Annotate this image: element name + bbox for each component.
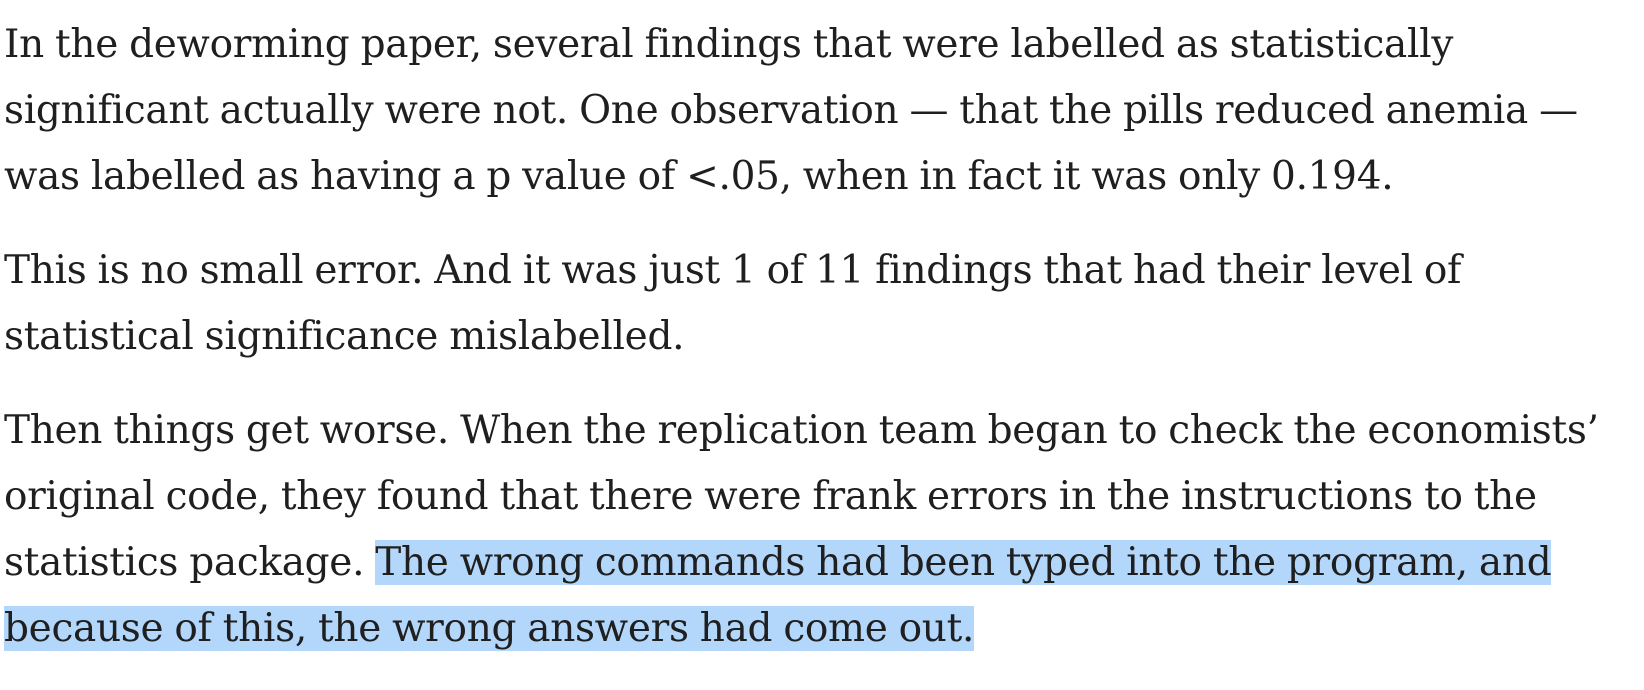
text-selection-highlight[interactable]: The wrong commands had been typed into t… [375,540,1552,585]
paragraph-1-line-2: significant actually were not. One obser… [4,88,1578,133]
paragraph-1-line-3: was labelled as having a p value of <.05… [4,154,1394,199]
paragraph-2-line-1: This is no small error. And it was just … [4,248,1462,293]
paragraph-3-line-1: Then things get worse. When the replicat… [4,408,1599,453]
text-selection-highlight-continued[interactable]: because of this, the wrong answers had c… [4,606,975,651]
paragraph-3-line-3-text: statistics package. [4,540,376,585]
paragraph-1: In the deworming paper, several findings… [4,12,1640,210]
article-body: In the deworming paper, several findings… [4,12,1640,690]
paragraph-2-line-2: statistical significance mislabelled. [4,314,685,359]
paragraph-1-line-1: In the deworming paper, several findings… [4,22,1454,67]
paragraph-3: Then things get worse. When the replicat… [4,398,1640,662]
paragraph-2: This is no small error. And it was just … [4,238,1640,370]
paragraph-3-line-2: original code, they found that there wer… [4,474,1537,519]
paragraph-3-line-4: because of this, the wrong answers had c… [4,596,1640,662]
paragraph-3-line-3: statistics package. The wrong commands h… [4,530,1640,596]
